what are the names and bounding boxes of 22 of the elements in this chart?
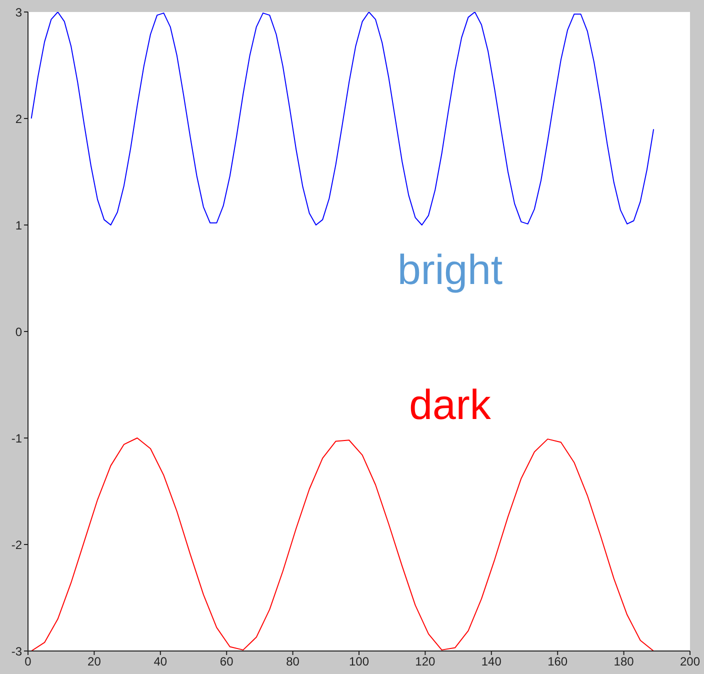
x-tick-label: 140 xyxy=(481,654,502,669)
x-tick-label: 40 xyxy=(154,654,168,669)
y-tick-label: 3 xyxy=(15,5,22,20)
x-tick-label: 120 xyxy=(415,654,436,669)
x-tick-label: 100 xyxy=(348,654,370,669)
y-tick-label: -3 xyxy=(11,644,22,658)
line-series xyxy=(30,12,654,226)
series-label: bright xyxy=(397,246,503,294)
y-tick-label: 1 xyxy=(15,218,22,232)
x-tick-label: 0 xyxy=(24,654,32,669)
x-tick-label: 80 xyxy=(286,654,300,669)
y-tick-label: -1 xyxy=(11,431,22,446)
x-tick-label: 200 xyxy=(680,654,700,669)
x-tick-label: 160 xyxy=(548,654,568,669)
series-label: dark xyxy=(409,381,491,429)
y-tick-label: -2 xyxy=(11,538,22,552)
x-tick-label: 60 xyxy=(220,654,234,669)
y-tick-label: 0 xyxy=(15,324,22,339)
x-tick-label: 20 xyxy=(88,654,102,669)
x-tick-label: 180 xyxy=(614,654,634,669)
line-series xyxy=(30,438,654,651)
y-tick-label: 2 xyxy=(15,112,22,126)
